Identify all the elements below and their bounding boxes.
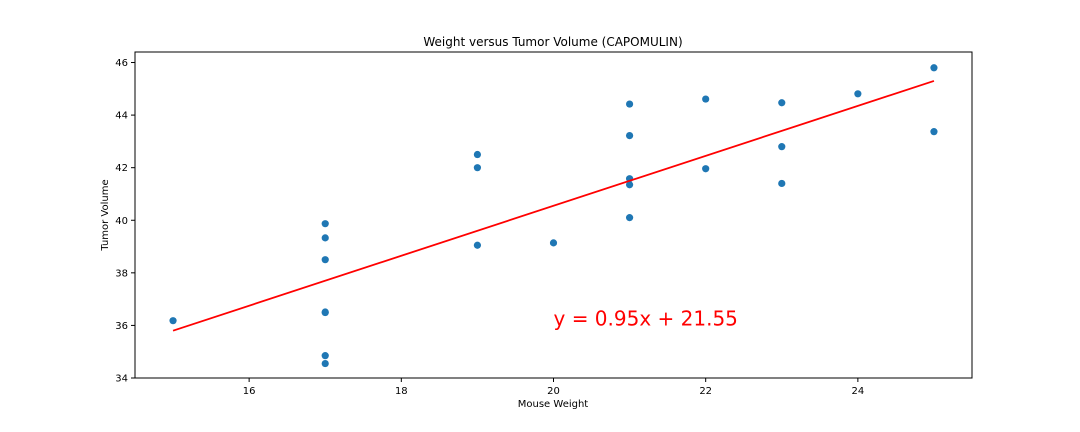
x-tick-label: 18 xyxy=(395,386,408,397)
data-point xyxy=(473,164,482,172)
y-tick-label: 46 xyxy=(115,58,128,69)
data-point xyxy=(625,181,634,189)
data-point xyxy=(321,234,329,242)
data-point xyxy=(778,143,786,151)
data-point xyxy=(702,95,710,103)
x-tick-label: 16 xyxy=(243,386,256,397)
y-tick-label: 38 xyxy=(115,268,128,279)
data-point xyxy=(321,308,329,316)
y-axis-label: Tumor Volume xyxy=(100,179,111,251)
y-tick-label: 34 xyxy=(115,374,128,385)
data-point xyxy=(854,90,862,98)
data-point xyxy=(321,352,329,360)
regression-line-group xyxy=(172,80,935,332)
data-point xyxy=(778,179,786,188)
data-point xyxy=(549,239,558,247)
y-tick-label: 40 xyxy=(115,216,128,227)
y-tick-label: 44 xyxy=(115,111,128,122)
data-point xyxy=(321,359,329,368)
regression-equation: y = 0.95x + 21.55 xyxy=(554,306,738,330)
y-tick-label: 36 xyxy=(115,321,128,332)
x-axis: 16 18 20 22 24 xyxy=(243,378,864,397)
data-point xyxy=(625,132,634,140)
data-point xyxy=(169,317,177,325)
data-point xyxy=(625,214,634,222)
data-point xyxy=(321,256,329,264)
data-point xyxy=(321,220,329,228)
data-point xyxy=(702,165,710,173)
data-point xyxy=(778,99,786,107)
x-tick-label: 22 xyxy=(699,386,712,397)
chart-title: Weight versus Tumor Volume (CAPOMULIN) xyxy=(423,35,682,49)
x-axis-label: Mouse Weight xyxy=(518,399,589,410)
data-point xyxy=(930,128,938,136)
data-point xyxy=(625,100,634,108)
y-tick-label: 42 xyxy=(115,163,128,174)
regression-line xyxy=(172,80,935,332)
data-point xyxy=(473,150,482,159)
data-point xyxy=(473,241,482,249)
x-tick-label: 20 xyxy=(547,386,560,397)
data-point xyxy=(930,64,938,72)
x-tick-label: 24 xyxy=(851,386,864,397)
y-axis: 34 36 38 40 42 44 46 xyxy=(115,58,135,385)
